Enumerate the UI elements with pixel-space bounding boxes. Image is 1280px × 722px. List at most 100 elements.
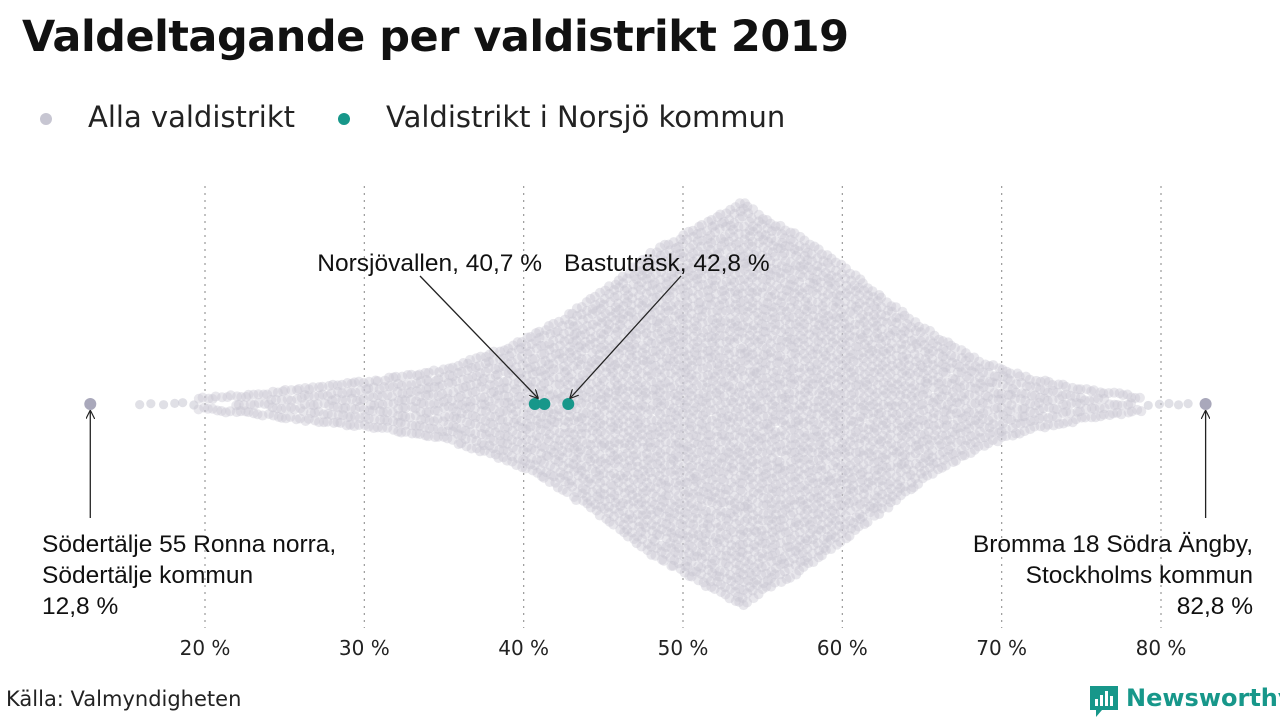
swarm-point bbox=[595, 303, 606, 314]
swarm-point bbox=[762, 462, 773, 473]
swarm-point bbox=[766, 581, 777, 592]
swarm-point bbox=[725, 524, 736, 535]
swarm-point bbox=[747, 325, 758, 336]
swarm-point bbox=[613, 454, 624, 465]
swarm-point bbox=[599, 438, 610, 449]
swarm-point bbox=[216, 406, 227, 417]
swarm-point bbox=[742, 255, 753, 266]
swarm-point bbox=[521, 424, 532, 435]
swarm-point bbox=[361, 384, 372, 395]
swarm-point bbox=[742, 261, 753, 272]
swarm-point bbox=[668, 356, 679, 367]
swarm-point bbox=[535, 424, 546, 435]
swarm-point bbox=[631, 456, 642, 467]
swarm-point bbox=[756, 569, 767, 580]
swarm-point bbox=[271, 403, 282, 414]
swarm-point bbox=[715, 209, 726, 220]
swarm-point bbox=[760, 364, 771, 375]
swarm-point bbox=[678, 429, 689, 440]
swarm-point bbox=[753, 315, 764, 326]
swarm-point bbox=[730, 504, 741, 515]
swarm-point bbox=[599, 442, 610, 453]
swarm-point bbox=[578, 473, 589, 484]
swarm-point bbox=[744, 399, 755, 410]
swarm-point bbox=[757, 373, 768, 384]
swarm-point bbox=[756, 380, 767, 391]
swarm-point bbox=[765, 276, 776, 287]
swarm-point bbox=[697, 318, 708, 329]
swarm-point bbox=[531, 366, 542, 377]
swarm-point bbox=[692, 409, 703, 420]
swarm-point bbox=[723, 343, 734, 354]
swarm-point bbox=[652, 476, 663, 487]
swarm-point bbox=[544, 477, 555, 488]
swarm-point bbox=[702, 572, 713, 583]
highlight-point bbox=[562, 398, 575, 410]
swarm-point bbox=[687, 542, 698, 553]
swarm-point bbox=[467, 387, 478, 398]
swarm-point bbox=[691, 380, 702, 391]
swarm-point bbox=[568, 437, 579, 448]
swarm-point bbox=[573, 342, 584, 353]
swarm-point bbox=[646, 510, 657, 521]
swarm-point bbox=[682, 350, 693, 361]
swarm-point bbox=[475, 351, 486, 362]
swarm-point bbox=[363, 421, 374, 432]
swarm-point bbox=[333, 410, 344, 421]
swarm-point bbox=[456, 366, 467, 377]
swarm-point bbox=[717, 218, 728, 229]
swarm-point bbox=[624, 509, 635, 520]
swarm-point bbox=[735, 396, 746, 407]
swarm-point bbox=[747, 447, 758, 458]
swarm-point bbox=[543, 375, 554, 386]
swarm-point bbox=[546, 414, 557, 425]
swarm-point bbox=[737, 593, 748, 604]
swarm-point bbox=[498, 383, 509, 394]
swarm-point bbox=[543, 436, 554, 447]
swarm-point bbox=[438, 364, 449, 375]
swarm-point bbox=[592, 484, 603, 495]
swarm-point bbox=[762, 245, 773, 256]
swarm-point bbox=[675, 563, 686, 574]
swarm-point bbox=[720, 345, 731, 356]
swarm-point bbox=[747, 282, 758, 293]
swarm-point bbox=[590, 354, 601, 365]
swarm-point bbox=[619, 391, 630, 402]
swarm-point bbox=[627, 293, 638, 304]
swarm-point bbox=[744, 522, 755, 533]
swarm-point bbox=[714, 330, 725, 341]
swarm-point bbox=[729, 490, 740, 501]
swarm-point bbox=[771, 264, 782, 275]
swarm-point bbox=[507, 442, 518, 453]
swarm-point bbox=[606, 311, 617, 322]
swarm-point bbox=[640, 417, 651, 428]
swarm-point bbox=[504, 350, 515, 361]
swarm-point bbox=[581, 461, 592, 472]
swarm-point bbox=[762, 476, 773, 487]
swarm-point bbox=[577, 370, 588, 381]
swarm-point bbox=[594, 287, 605, 298]
swarm-point bbox=[762, 394, 773, 405]
swarm-point bbox=[641, 349, 652, 360]
swarm-point bbox=[678, 484, 689, 495]
swarm-point bbox=[702, 377, 713, 388]
swarm-point bbox=[763, 236, 774, 247]
swarm-point bbox=[626, 300, 637, 311]
swarm-point bbox=[197, 392, 208, 403]
swarm-point bbox=[742, 499, 753, 510]
x-tick-label: 50 % bbox=[658, 636, 709, 660]
swarm-point bbox=[666, 560, 677, 571]
swarm-point bbox=[762, 523, 773, 534]
swarm-point bbox=[646, 330, 657, 341]
swarm-point bbox=[748, 320, 759, 331]
swarm-point bbox=[770, 410, 781, 421]
swarm-point bbox=[682, 525, 693, 536]
swarm-point bbox=[613, 394, 624, 405]
swarm-point bbox=[738, 569, 749, 580]
swarm-point bbox=[687, 225, 698, 236]
swarm-point bbox=[719, 331, 730, 342]
swarm-point bbox=[707, 537, 718, 548]
swarm-point bbox=[739, 251, 750, 262]
swarm-point bbox=[669, 349, 680, 360]
swarm-point bbox=[193, 393, 204, 404]
